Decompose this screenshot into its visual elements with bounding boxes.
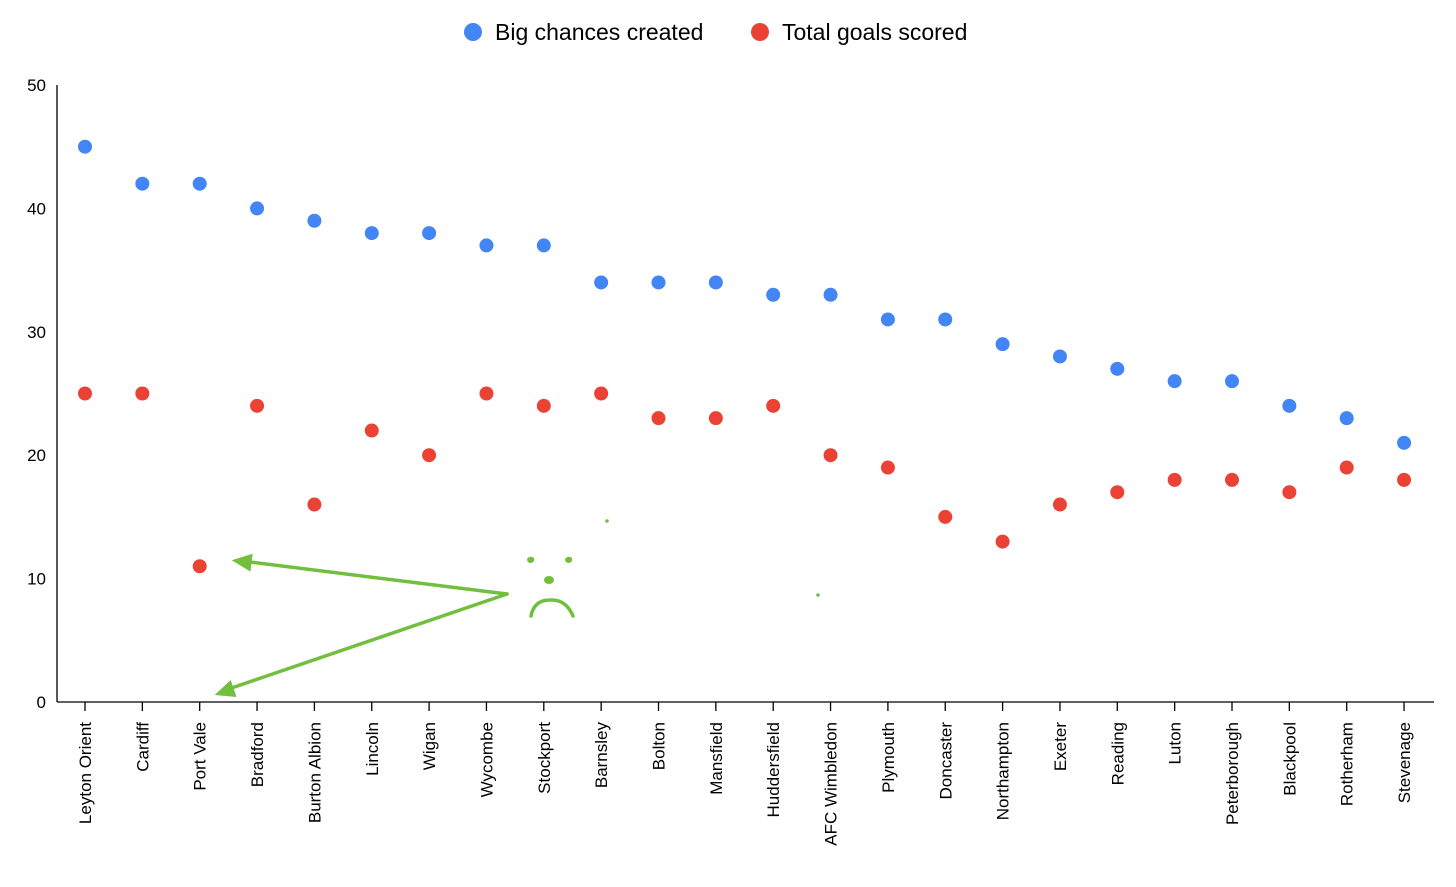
x-tick-label-mansfield: Mansfield: [707, 722, 726, 795]
point-big-chances-created-burton-albion: [307, 213, 322, 228]
point-big-chances-created-huddersfield: [766, 287, 781, 302]
point-big-chances-created-lincoln: [364, 226, 379, 241]
x-tick-label-burton-albion: Burton Albion: [305, 722, 324, 823]
annotation-arrow-lower: [214, 592, 509, 697]
point-total-goals-scored-lincoln: [364, 423, 379, 438]
point-big-chances-created-northampton: [995, 337, 1010, 352]
point-big-chances-created-reading: [1110, 361, 1125, 376]
point-total-goals-scored-exeter: [1052, 497, 1067, 512]
point-total-goals-scored-northampton: [995, 534, 1010, 549]
y-tick-label-0: 0: [37, 693, 46, 712]
x-tick-label-afc-wimbledon: AFC Wimbledon: [822, 722, 841, 846]
annotation-sad-face-arrows: [214, 519, 820, 697]
x-tick-label-blackpool: Blackpool: [1280, 722, 1299, 796]
y-tick-label-10: 10: [27, 570, 46, 589]
point-big-chances-created-plymouth: [880, 312, 895, 327]
x-tick-label-bolton: Bolton: [650, 722, 669, 770]
point-big-chances-created-stevenage: [1397, 435, 1412, 450]
x-tick-label-peterborough: Peterborough: [1223, 722, 1242, 825]
point-big-chances-created-exeter: [1052, 349, 1067, 364]
point-total-goals-scored-wigan: [422, 448, 437, 463]
point-big-chances-created-cardiff: [135, 176, 150, 191]
data-points: [78, 139, 1412, 574]
annotation-arrow-upper: [231, 553, 509, 596]
point-total-goals-scored-cardiff: [135, 386, 150, 401]
point-big-chances-created-bradford: [250, 201, 265, 216]
point-total-goals-scored-wycombe: [479, 386, 494, 401]
point-big-chances-created-wigan: [422, 226, 437, 241]
x-tick-label-plymouth: Plymouth: [879, 722, 898, 793]
point-total-goals-scored-barnsley: [594, 386, 609, 401]
point-total-goals-scored-rotherham: [1339, 460, 1354, 475]
x-tick-label-huddersfield: Huddersfield: [764, 722, 783, 817]
x-tick-label-cardiff: Cardiff: [133, 722, 152, 772]
point-total-goals-scored-stevenage: [1397, 472, 1412, 487]
x-tick-label-wigan: Wigan: [420, 722, 439, 770]
sad-face-icon: [527, 519, 820, 618]
x-tick-label-barnsley: Barnsley: [592, 722, 611, 789]
point-total-goals-scored-leyton-orient: [78, 386, 92, 401]
point-total-goals-scored-doncaster: [938, 509, 953, 524]
point-total-goals-scored-afc-wimbledon: [823, 448, 838, 463]
point-total-goals-scored-bolton: [651, 411, 666, 426]
point-total-goals-scored-reading: [1110, 485, 1125, 500]
y-tick-label-20: 20: [27, 446, 46, 465]
x-tick-label-wycombe: Wycombe: [477, 722, 496, 797]
x-tick-label-northampton: Northampton: [994, 722, 1013, 820]
legend-swatch-total-goals: [751, 23, 769, 41]
series-big-chances-created: [78, 139, 1412, 450]
point-big-chances-created-blackpool: [1282, 398, 1297, 413]
legend-label-big-chances: Big chances created: [495, 19, 703, 45]
point-total-goals-scored-luton: [1167, 472, 1182, 487]
point-big-chances-created-bolton: [651, 275, 666, 290]
x-tick-label-stevenage: Stevenage: [1395, 722, 1414, 803]
point-big-chances-created-peterborough: [1225, 374, 1239, 389]
axes: 0 10 20 30 40 50 Leyton Orient Cardiff Port Vale…: [27, 76, 1434, 846]
point-big-chances-created-doncaster: [938, 312, 953, 327]
point-total-goals-scored-port-vale: [192, 559, 207, 574]
point-total-goals-scored-burton-albion: [307, 497, 322, 512]
point-big-chances-created-port-vale: [192, 176, 207, 191]
point-big-chances-created-leyton-orient: [78, 139, 92, 154]
x-tick-label-rotherham: Rotherham: [1338, 722, 1357, 806]
y-tick-label-40: 40: [27, 199, 46, 218]
legend-label-total-goals: Total goals scored: [782, 19, 967, 45]
x-tick-label-reading: Reading: [1108, 722, 1127, 785]
point-total-goals-scored-blackpool: [1282, 485, 1297, 500]
x-tick-label-port-vale: Port Vale: [191, 722, 210, 791]
x-tick-label-lincoln: Lincoln: [363, 722, 382, 776]
point-total-goals-scored-plymouth: [880, 460, 895, 475]
x-tick-label-stockport: Stockport: [535, 722, 554, 794]
series-total-goals-scored: [78, 386, 1412, 574]
x-tick-label-bradford: Bradford: [248, 722, 267, 787]
point-big-chances-created-stockport: [536, 238, 551, 253]
point-total-goals-scored-peterborough: [1225, 472, 1239, 487]
point-big-chances-created-barnsley: [594, 275, 609, 290]
y-tick-label-30: 30: [27, 323, 46, 342]
x-tick-label-exeter: Exeter: [1051, 722, 1070, 771]
legend: Big chances created Total goals scored: [464, 19, 967, 45]
point-big-chances-created-rotherham: [1339, 411, 1354, 426]
point-total-goals-scored-mansfield: [708, 411, 723, 426]
point-total-goals-scored-bradford: [250, 398, 265, 413]
point-big-chances-created-luton: [1167, 374, 1182, 389]
point-total-goals-scored-stockport: [536, 398, 551, 413]
point-big-chances-created-wycombe: [479, 238, 494, 253]
x-tick-label-doncaster: Doncaster: [936, 722, 955, 800]
x-tick-label-luton: Luton: [1166, 722, 1185, 765]
y-tick-label-50: 50: [27, 76, 46, 95]
point-total-goals-scored-huddersfield: [766, 398, 781, 413]
point-big-chances-created-afc-wimbledon: [823, 287, 838, 302]
x-tick-label-leyton-orient: Leyton Orient: [76, 722, 95, 824]
legend-swatch-big-chances: [464, 23, 482, 41]
point-big-chances-created-mansfield: [708, 275, 723, 290]
